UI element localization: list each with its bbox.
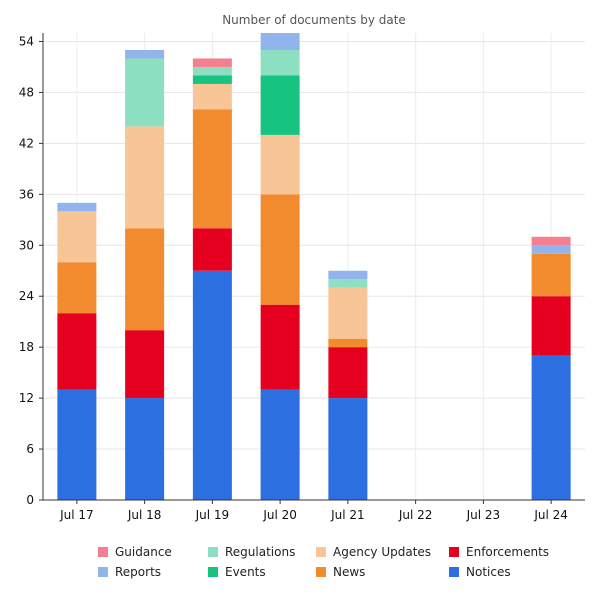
bar-agency-updates [192, 83, 232, 110]
y-tick-label: 24 [19, 289, 34, 303]
bar-news [125, 228, 165, 331]
bar-notices [531, 355, 571, 500]
legend-swatch [316, 567, 326, 577]
bar-agency-updates [57, 211, 97, 263]
y-tick-label: 48 [19, 85, 34, 99]
y-tick-label: 6 [26, 442, 34, 456]
y-tick-label: 36 [19, 187, 34, 201]
bar-reports [328, 270, 368, 280]
legend-label: Enforcements [466, 545, 550, 559]
legend-label: Events [225, 565, 266, 579]
bar-notices [57, 389, 97, 500]
legend-item: Regulations [208, 544, 316, 560]
legend-item: News [316, 564, 449, 580]
bar-regulations [125, 58, 165, 127]
legend-swatch [208, 567, 218, 577]
bar-news [328, 338, 368, 348]
legend-item: Agency Updates [316, 544, 449, 560]
bar-enforcements [125, 330, 165, 399]
legend-label: Guidance [115, 545, 172, 559]
bar-enforcements [531, 296, 571, 356]
legend-label: Regulations [225, 545, 296, 559]
bar-events [192, 75, 232, 84]
legend-item: Events [208, 564, 316, 580]
bar-enforcements [192, 228, 232, 271]
bar-news [531, 253, 571, 297]
bar-enforcements [57, 313, 97, 390]
legend-label: Reports [115, 565, 162, 579]
bar-reports [260, 33, 300, 50]
bar-guidance [531, 236, 571, 246]
legend-label: News [333, 565, 366, 579]
y-tick-label: 42 [19, 136, 34, 150]
bar-regulations [192, 66, 232, 76]
bar-regulations [260, 49, 300, 76]
x-tick-label: Jul 24 [533, 508, 568, 522]
x-tick-label: Jul 20 [262, 508, 297, 522]
y-tick-label: 54 [19, 34, 34, 48]
bar-notices [125, 398, 165, 500]
y-tick-label: 30 [19, 238, 34, 252]
x-tick-label: Jul 19 [195, 508, 230, 522]
bar-enforcements [328, 347, 368, 399]
legend-item: Notices [449, 564, 559, 580]
bar-agency-updates [328, 287, 368, 339]
x-tick-label: Jul 23 [466, 508, 501, 522]
bar-notices [260, 389, 300, 500]
bar-news [260, 194, 300, 305]
legend-swatch [316, 547, 326, 557]
legend-item: Reports [98, 564, 208, 580]
bar-agency-updates [125, 126, 165, 229]
bar-events [260, 75, 300, 135]
legend-label: Agency Updates [333, 545, 432, 559]
x-tick-label: Jul 21 [330, 508, 365, 522]
legend-label: Notices [466, 565, 511, 579]
x-tick-label: Jul 18 [127, 508, 162, 522]
legend-item: Guidance [98, 544, 208, 560]
legend-swatch [98, 547, 108, 557]
bar-reports [57, 202, 97, 212]
legend-swatch [449, 547, 459, 557]
y-tick-label: 12 [19, 391, 34, 405]
legend-swatch [449, 567, 459, 577]
bar-news [192, 109, 232, 229]
bar-reports [531, 245, 571, 254]
legend: Guidance Regulations Agency Updates Enforce… [98, 544, 568, 580]
bar-agency-updates [260, 134, 300, 195]
legend-item: Enforcements [449, 544, 559, 560]
bar-notices [328, 398, 368, 500]
chart-title: Number of documents by date [222, 13, 406, 27]
x-tick-label: Jul 17 [59, 508, 94, 522]
y-tick-label: 18 [19, 340, 34, 354]
bar-enforcements [260, 304, 300, 390]
legend-swatch [98, 567, 108, 577]
bar-reports [125, 49, 165, 59]
bar-news [57, 262, 97, 314]
bar-guidance [192, 58, 232, 67]
bar-notices [192, 270, 232, 500]
legend-swatch [208, 547, 218, 557]
x-tick-label: Jul 22 [398, 508, 433, 522]
bar-regulations [328, 279, 368, 288]
y-tick-label: 0 [26, 493, 34, 507]
